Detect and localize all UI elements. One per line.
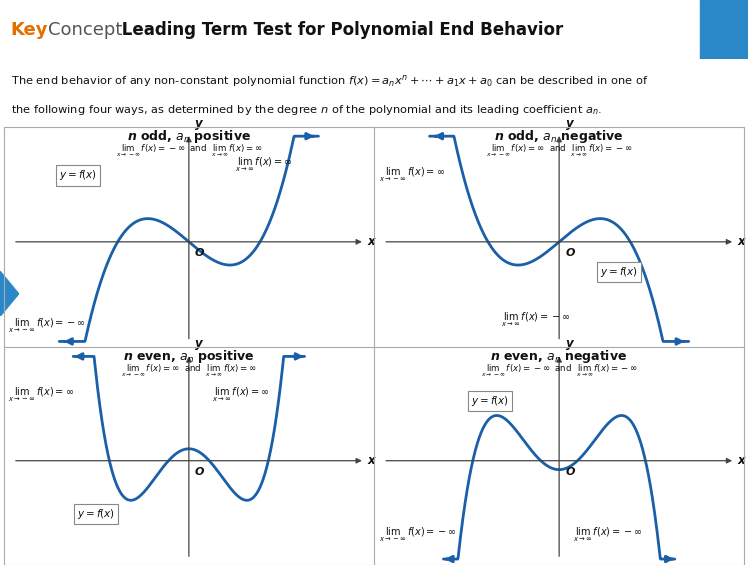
- Text: $\underset{x\to\infty}{\lim}\, f(x) = -\infty$: $\underset{x\to\infty}{\lim}\, f(x) = -\…: [501, 311, 571, 329]
- Polygon shape: [0, 271, 19, 316]
- Text: $\boldsymbol{n}$ even, $\boldsymbol{a_n}$ negative: $\boldsymbol{n}$ even, $\boldsymbol{a_n}…: [491, 348, 628, 365]
- Text: $\bfit{x}$: $\bfit{x}$: [738, 236, 748, 249]
- Text: $\bfit{x}$: $\bfit{x}$: [738, 454, 748, 467]
- Text: $\underset{x\to\infty}{\lim}\, f(x) = \infty$: $\underset{x\to\infty}{\lim}\, f(x) = \i…: [235, 156, 292, 174]
- Text: $y = f(x)$: $y = f(x)$: [77, 507, 115, 521]
- Text: $\bfit{y}$: $\bfit{y}$: [565, 338, 574, 352]
- Text: $\underset{x\to\infty}{\lim}\, f(x) = -\infty$: $\underset{x\to\infty}{\lim}\, f(x) = -\…: [573, 526, 643, 544]
- Text: $y = f(x)$: $y = f(x)$: [600, 265, 638, 279]
- Text: $y = f(x)$: $y = f(x)$: [470, 394, 509, 408]
- Text: The end behavior of any non-constant polynomial function $f(x) = a_n x^n + \cdot: The end behavior of any non-constant pol…: [11, 73, 649, 89]
- Text: $\boldsymbol{n}$ odd, $\boldsymbol{a_n}$ negative: $\boldsymbol{n}$ odd, $\boldsymbol{a_n}$…: [494, 128, 624, 145]
- Text: $\underset{x\to-\infty}{\lim}\, f(x) = -\infty$: $\underset{x\to-\infty}{\lim}\, f(x) = -…: [378, 526, 456, 544]
- Text: $\bfit{x}$: $\bfit{x}$: [367, 454, 378, 467]
- Text: Leading Term Test for Polynomial End Behavior: Leading Term Test for Polynomial End Beh…: [116, 21, 563, 38]
- Text: $\boldsymbol{n}$ even, $\boldsymbol{a_n}$ positive: $\boldsymbol{n}$ even, $\boldsymbol{a_n}…: [123, 348, 255, 365]
- Bar: [700, 0, 748, 59]
- Text: $\bfit{O}$: $\bfit{O}$: [194, 465, 206, 477]
- Text: $\underset{x\to-\infty}{\lim}\, f(x) = \infty$: $\underset{x\to-\infty}{\lim}\, f(x) = \…: [378, 167, 444, 184]
- Text: Key: Key: [10, 21, 48, 38]
- Text: $\underset{x\to-\infty}{\lim}\, f(x) = -\infty$  and  $\underset{x\to\infty}{\li: $\underset{x\to-\infty}{\lim}\, f(x) = -…: [116, 143, 262, 159]
- Text: $\bfit{y}$: $\bfit{y}$: [565, 118, 574, 132]
- Text: $\underset{x\to-\infty}{\lim}\, f(x) = -\infty$  and  $\underset{x\to\infty}{\li: $\underset{x\to-\infty}{\lim}\, f(x) = -…: [480, 363, 638, 379]
- Text: $y = f(x)$: $y = f(x)$: [59, 168, 96, 182]
- Text: $\bfit{y}$: $\bfit{y}$: [194, 118, 204, 132]
- Text: $\bfit{O}$: $\bfit{O}$: [565, 465, 576, 477]
- Text: $\boldsymbol{n}$ odd, $\boldsymbol{a_n}$ positive: $\boldsymbol{n}$ odd, $\boldsymbol{a_n}$…: [126, 128, 251, 145]
- Text: the following four ways, as determined by the degree $n$ of the polynomial and i: the following four ways, as determined b…: [11, 103, 602, 118]
- Text: $\bfit{O}$: $\bfit{O}$: [194, 246, 206, 258]
- Text: $\bfit{x}$: $\bfit{x}$: [367, 236, 378, 249]
- Text: $\bfit{O}$: $\bfit{O}$: [565, 246, 576, 258]
- Text: Concept: Concept: [48, 21, 123, 38]
- Text: $\underset{x\to-\infty}{\lim}\, f(x) = \infty$  and  $\underset{x\to\infty}{\lim: $\underset{x\to-\infty}{\lim}\, f(x) = \…: [121, 363, 257, 379]
- Text: $\bfit{y}$: $\bfit{y}$: [194, 338, 204, 352]
- Text: $\underset{x\to-\infty}{\lim}\, f(x) = \infty$: $\underset{x\to-\infty}{\lim}\, f(x) = \…: [8, 386, 74, 404]
- Text: $\underset{x\to-\infty}{\lim}\, f(x) = \infty$  and  $\underset{x\to\infty}{\lim: $\underset{x\to-\infty}{\lim}\, f(x) = \…: [486, 143, 632, 159]
- Text: $\underset{x\to\infty}{\lim}\, f(x) = \infty$: $\underset{x\to\infty}{\lim}\, f(x) = \i…: [212, 386, 269, 404]
- Text: $\underset{x\to-\infty}{\lim}\, f(x) = -\infty$: $\underset{x\to-\infty}{\lim}\, f(x) = -…: [8, 318, 86, 336]
